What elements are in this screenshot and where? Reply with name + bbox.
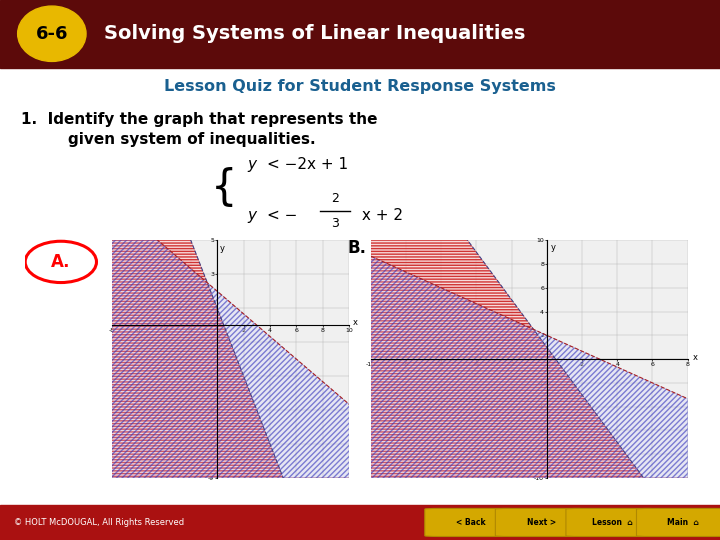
Text: A.: A.: [51, 253, 71, 271]
Text: Main  ⌂: Main ⌂: [667, 518, 698, 527]
Text: y: y: [220, 244, 225, 253]
Text: {: {: [211, 167, 238, 208]
Text: Solving Systems of Linear Inequalities: Solving Systems of Linear Inequalities: [104, 24, 526, 43]
Text: given system of inequalities.: given system of inequalities.: [68, 132, 316, 146]
FancyBboxPatch shape: [425, 509, 517, 537]
Text: 2: 2: [331, 192, 339, 205]
Text: x + 2: x + 2: [356, 208, 402, 223]
Text: Next >: Next >: [527, 518, 556, 527]
Text: B.: B.: [347, 239, 366, 258]
Text: < −2x + 1: < −2x + 1: [267, 157, 348, 172]
Text: < Back: < Back: [456, 518, 486, 527]
Text: 1.  Identify the graph that represents the: 1. Identify the graph that represents th…: [22, 112, 378, 127]
FancyBboxPatch shape: [495, 509, 588, 537]
Text: © HOLT McDOUGAL, All Rights Reserved: © HOLT McDOUGAL, All Rights Reserved: [14, 518, 184, 527]
Ellipse shape: [17, 6, 86, 62]
Text: 6-6: 6-6: [35, 25, 68, 43]
Text: < −: < −: [267, 208, 297, 223]
Text: 3: 3: [331, 217, 339, 230]
Text: x: x: [353, 318, 358, 327]
FancyBboxPatch shape: [566, 509, 658, 537]
FancyBboxPatch shape: [636, 509, 720, 537]
Text: y: y: [248, 157, 256, 172]
Text: y: y: [550, 242, 555, 252]
Text: Lesson Quiz for Student Response Systems: Lesson Quiz for Student Response Systems: [164, 79, 556, 94]
Text: y: y: [248, 208, 256, 223]
Text: x: x: [693, 353, 698, 362]
Text: Lesson  ⌂: Lesson ⌂: [592, 518, 632, 527]
